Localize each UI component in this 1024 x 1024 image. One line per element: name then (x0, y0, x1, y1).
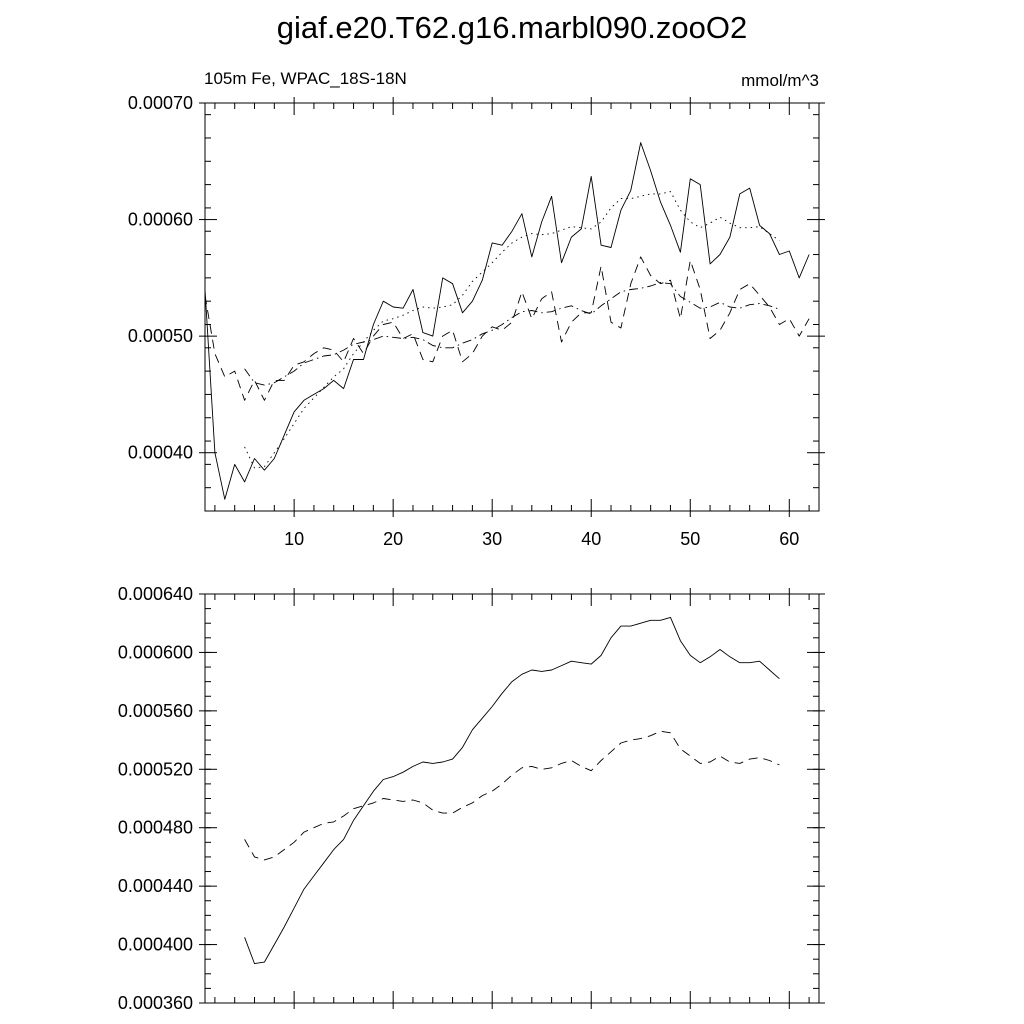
series-line-solid (204, 142, 810, 500)
y-tick-label: 0.000440 (118, 876, 193, 896)
bottom-panel: 0.000360 0.000400 0.000440 0.000480 0.000520… (118, 584, 825, 1013)
y-tick-label: 0.000480 (118, 818, 193, 838)
x-tick-label: 30 (482, 529, 502, 549)
series-line-dashed (204, 256, 810, 401)
x-tick-label: 20 (383, 529, 403, 549)
y-tick-label: 0.00070 (128, 93, 193, 113)
y-tick-label: 0.00040 (128, 443, 193, 463)
y-tick-label: 0.000600 (118, 642, 193, 662)
x-tick-label: 40 (581, 529, 601, 549)
top-panel-units-label: mmol/m^3 (741, 71, 819, 90)
bottom-series-group (244, 616, 780, 965)
x-tick-label: 50 (680, 529, 700, 549)
y-tick-label: 0.000520 (118, 759, 193, 779)
y-tick-label: 0.000400 (118, 935, 193, 955)
top-y-axis: 0.00040 0.00050 0.00060 0.00070 (128, 93, 825, 512)
y-tick-label: 0.000560 (118, 701, 193, 721)
series-line-solid (244, 616, 780, 965)
figure-title: giaf.e20.T62.g16.marbl090.zooO2 (277, 10, 747, 45)
series-line-dotted (244, 191, 780, 469)
top-plot-frame (204, 102, 820, 512)
series-line-dashed (244, 730, 780, 861)
y-tick-label: 0.000640 (118, 584, 193, 604)
y-tick-label: 0.00050 (128, 326, 193, 346)
top-x-axis: 10 20 30 40 50 60 (214, 97, 810, 549)
top-series-group (204, 142, 810, 500)
x-tick-label: 60 (779, 529, 799, 549)
series-line-dashdot (244, 282, 780, 386)
top-panel-left-label: 105m Fe, WPAC_18S-18N (204, 69, 407, 88)
bottom-plot-frame (204, 593, 820, 1004)
top-panel: 105m Fe, WPAC_18S-18N mmol/m^3 0.000400.… (128, 69, 825, 549)
bottom-x-axis (214, 588, 810, 1009)
y-tick-label: 0.000360 (118, 993, 193, 1013)
x-tick-label: 10 (284, 529, 304, 549)
y-tick-label: 0.00060 (128, 210, 193, 230)
bottom-y-axis: 0.000360 0.000400 0.000440 0.000480 0.000520… (118, 584, 825, 1013)
